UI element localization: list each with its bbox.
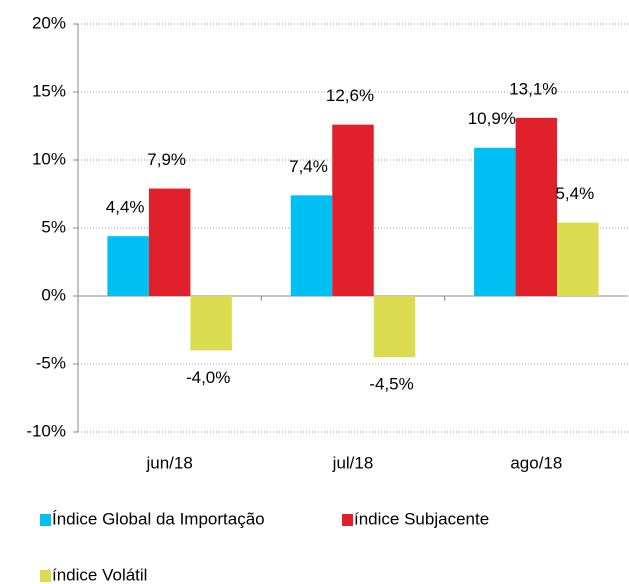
y-tick-label: 15% [32,81,66,100]
bar [373,296,416,358]
y-tick-label: 20% [32,13,66,32]
bar [107,236,149,296]
legend-label: Índice Global da Importação [52,509,265,528]
bar [474,147,516,296]
legend-label: índice Subjacente [354,509,489,528]
bar [515,117,558,296]
bar [332,124,374,296]
data-label: 10,9% [468,109,516,128]
data-label: 12,6% [326,86,374,105]
data-label: 7,4% [289,157,328,176]
data-label: 7,9% [147,150,186,169]
legend-swatch [40,514,51,526]
bar [557,222,599,296]
x-tick-label: jul/18 [332,453,374,472]
x-tick-label: ago/18 [510,453,562,472]
y-tick-label: -10% [26,421,66,440]
x-tick-label: jun/18 [146,453,193,472]
legend-swatch [342,514,353,526]
y-tick-label: 0% [41,285,66,304]
data-label: -4,5% [369,375,413,394]
y-tick-label: -5% [36,353,66,372]
data-label: -4,0% [186,368,230,387]
legend-label: índice Volátil [52,565,147,584]
data-label: 5,4% [555,184,594,203]
data-label: 13,1% [509,79,557,98]
y-tick-label: 5% [41,217,66,236]
legend-swatch [40,570,51,582]
bar [190,296,232,351]
bar [148,188,191,296]
bar [290,195,333,296]
data-label: 4,4% [106,198,145,217]
y-tick-label: 10% [32,149,66,168]
